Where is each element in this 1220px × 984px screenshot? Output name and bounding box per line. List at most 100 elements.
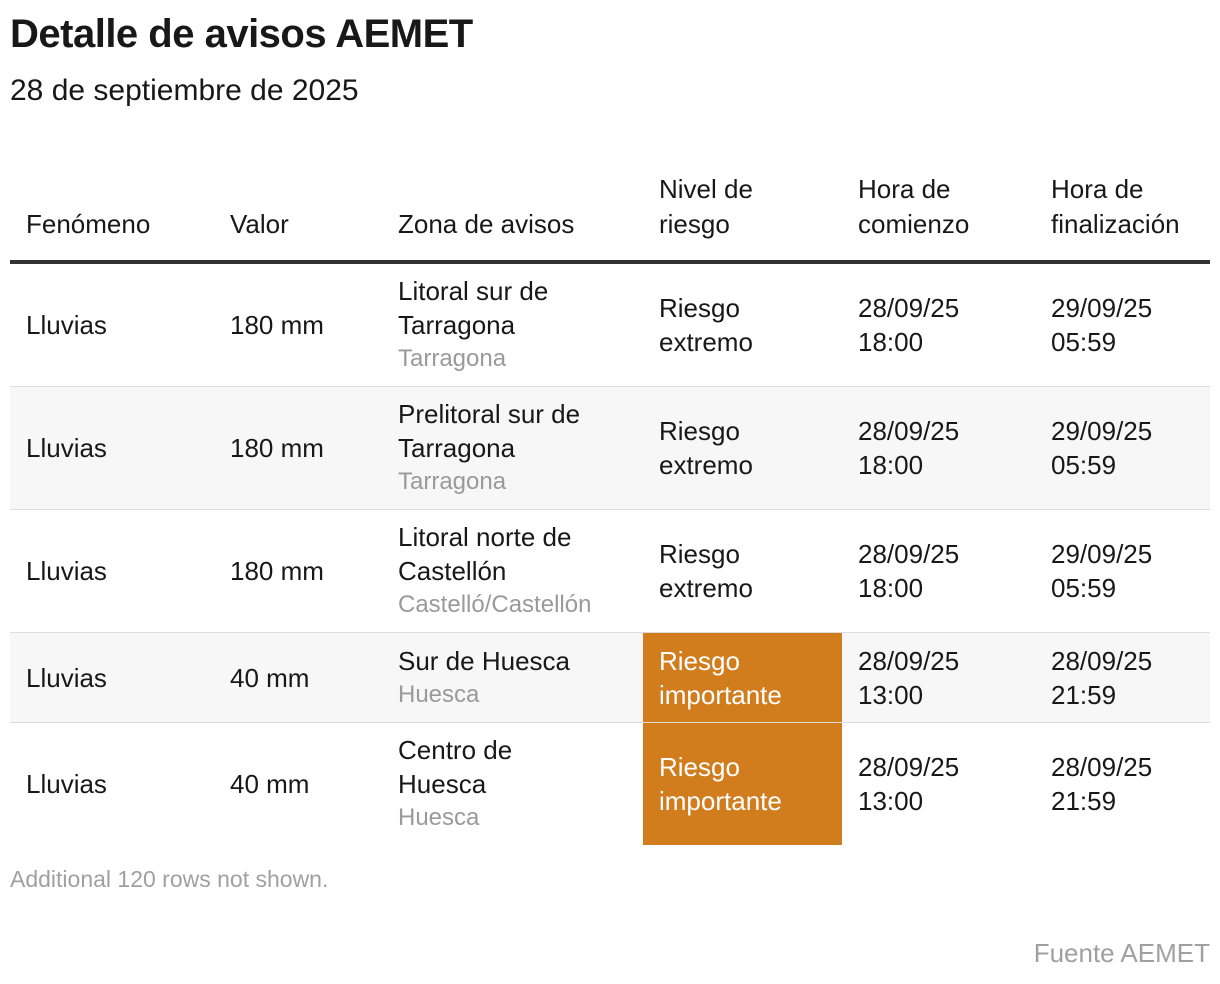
- column-header-finalizacion: Hora de finalización: [1035, 160, 1210, 264]
- cell-valor: 40 mm: [214, 632, 382, 723]
- zone-name-line: Litoral sur de: [398, 276, 549, 306]
- cell-valor: 180 mm: [214, 386, 382, 510]
- cell-comienzo: 28/09/25 13:00: [842, 722, 1035, 845]
- column-header-line: Hora de: [858, 174, 951, 204]
- end-date: 29/09/25: [1051, 416, 1153, 446]
- table-row: Lluvias 180 mm Prelitoral sur de Tarrago…: [10, 386, 1210, 510]
- cell-zona: Sur de Huesca Huesca: [382, 632, 643, 723]
- column-header-fenomeno: Fenómeno: [10, 160, 214, 264]
- end-time: 21:59: [1051, 786, 1117, 816]
- cell-finalizacion: 29/09/25 05:59: [1035, 509, 1210, 633]
- risk-line: extremo: [659, 450, 753, 480]
- risk-line: importante: [659, 786, 782, 816]
- zone-name-line: Tarragona: [398, 310, 516, 340]
- cell-comienzo: 28/09/25 18:00: [842, 386, 1035, 510]
- cell-zona: Litoral sur de Tarragona Tarragona: [382, 262, 643, 387]
- table-row: Lluvias 180 mm Litoral norte de Castelló…: [10, 509, 1210, 633]
- start-date: 28/09/25: [858, 752, 960, 782]
- column-header-zona: Zona de avisos: [382, 160, 643, 264]
- start-time: 18:00: [858, 327, 924, 357]
- cell-finalizacion: 29/09/25 05:59: [1035, 386, 1210, 510]
- risk-line: Riesgo: [659, 645, 740, 676]
- cell-finalizacion: 28/09/25 21:59: [1035, 722, 1210, 845]
- cell-riesgo: Riesgo extremo: [643, 262, 842, 387]
- start-time: 13:00: [858, 786, 924, 816]
- alerts-table: Fenómeno Valor Zona de avisos Nivel de r…: [10, 160, 1210, 845]
- end-time: 21:59: [1051, 679, 1117, 710]
- cell-comienzo: 28/09/25 18:00: [842, 509, 1035, 633]
- risk-line: Riesgo: [659, 752, 740, 782]
- risk-line: Riesgo: [659, 293, 740, 323]
- start-date: 28/09/25: [858, 539, 960, 569]
- end-date: 29/09/25: [1051, 293, 1153, 323]
- column-header-line: Fenómeno: [26, 209, 151, 239]
- start-time: 18:00: [858, 450, 924, 480]
- province-label: Tarragona: [398, 468, 507, 495]
- cell-riesgo: Riesgo extremo: [643, 509, 842, 633]
- column-header-line: Hora de: [1051, 174, 1144, 204]
- zone-name-line: Sur de Huesca: [398, 645, 570, 676]
- end-time: 05:59: [1051, 573, 1117, 603]
- cell-finalizacion: 28/09/25 21:59: [1035, 632, 1210, 723]
- table-row: Lluvias 40 mm Centro de Huesca Huesca Ri…: [10, 722, 1210, 845]
- cell-finalizacion: 29/09/25 05:59: [1035, 262, 1210, 387]
- zone-name-line: Castellón: [398, 556, 507, 586]
- cell-fenomeno: Lluvias: [10, 632, 214, 723]
- risk-line: Riesgo: [659, 416, 740, 446]
- column-header-line: riesgo: [659, 209, 730, 239]
- end-date: 28/09/25: [1051, 752, 1153, 782]
- start-date: 28/09/25: [858, 645, 960, 676]
- cell-fenomeno: Lluvias: [10, 262, 214, 387]
- column-header-line: Zona de avisos: [398, 209, 575, 239]
- cell-valor: 180 mm: [214, 509, 382, 633]
- column-header-line: Nivel de: [659, 174, 753, 204]
- end-time: 05:59: [1051, 450, 1117, 480]
- start-date: 28/09/25: [858, 293, 960, 323]
- province-label: Huesca: [398, 804, 480, 831]
- table-row: Lluvias 40 mm Sur de Huesca Huesca Riesg…: [10, 632, 1210, 723]
- cell-comienzo: 28/09/25 13:00: [842, 632, 1035, 723]
- column-header-line: Valor: [230, 209, 289, 239]
- rows-hidden-notice: Additional 120 rows not shown.: [10, 866, 329, 892]
- start-date: 28/09/25: [858, 416, 960, 446]
- column-header-line: finalización: [1051, 209, 1180, 239]
- risk-line: extremo: [659, 573, 753, 603]
- zone-name-line: Centro de: [398, 735, 513, 765]
- end-date: 28/09/25: [1051, 645, 1153, 676]
- cell-comienzo: 28/09/25 18:00: [842, 262, 1035, 387]
- cell-valor: 180 mm: [214, 262, 382, 387]
- cell-riesgo-important: Riesgo importante: [643, 632, 842, 723]
- column-header-valor: Valor: [214, 160, 382, 264]
- province-label: Huesca: [398, 680, 480, 708]
- end-time: 05:59: [1051, 327, 1117, 357]
- page-subtitle: 28 de septiembre de 2025: [10, 74, 359, 107]
- zone-name-line: Prelitoral sur de: [398, 399, 581, 429]
- end-date: 29/09/25: [1051, 539, 1153, 569]
- risk-line: extremo: [659, 327, 753, 357]
- zone-name-line: Huesca: [398, 769, 487, 799]
- column-header-line: comienzo: [858, 209, 970, 239]
- column-header-nivel: Nivel de riesgo: [643, 160, 842, 264]
- risk-line: Riesgo: [659, 539, 740, 569]
- cell-fenomeno: Lluvias: [10, 722, 214, 845]
- table-header: Fenómeno Valor Zona de avisos Nivel de r…: [10, 160, 1210, 264]
- cell-riesgo: Riesgo extremo: [643, 386, 842, 510]
- zone-name-line: Litoral norte de: [398, 522, 572, 552]
- source-credit: Fuente AEMET: [1033, 938, 1210, 968]
- cell-zona: Litoral norte de Castellón Castelló/Cast…: [382, 509, 643, 633]
- cell-zona: Prelitoral sur de Tarragona Tarragona: [382, 386, 643, 510]
- table-row: Lluvias 180 mm Litoral sur de Tarragona …: [10, 262, 1210, 387]
- start-time: 18:00: [858, 573, 924, 603]
- cell-fenomeno: Lluvias: [10, 509, 214, 633]
- column-header-comienzo: Hora de comienzo: [842, 160, 1035, 264]
- zone-name-line: Tarragona: [398, 433, 516, 463]
- risk-line: importante: [659, 679, 782, 710]
- cell-riesgo-important: Riesgo importante: [643, 722, 842, 845]
- header-row: Fenómeno Valor Zona de avisos Nivel de r…: [10, 160, 1210, 264]
- start-time: 13:00: [858, 679, 924, 710]
- cell-zona: Centro de Huesca Huesca: [382, 722, 643, 845]
- cell-valor: 40 mm: [214, 722, 382, 845]
- page-title: Detalle de avisos AEMET: [10, 12, 473, 56]
- cell-fenomeno: Lluvias: [10, 386, 214, 510]
- province-label: Tarragona: [398, 345, 507, 372]
